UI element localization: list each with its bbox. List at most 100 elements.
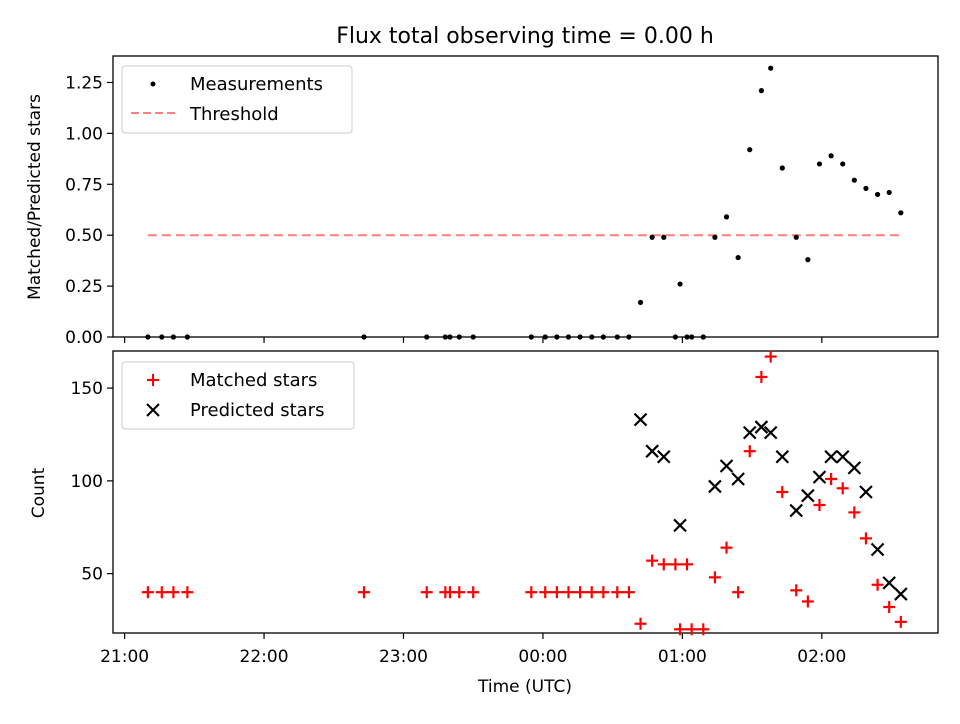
bottom-x-ticks: 21:00 22:00 23:00 00:00 01:00 02:00 — [100, 633, 846, 667]
matched-star-point — [646, 554, 659, 567]
bottom-legend-box — [121, 361, 355, 430]
matched-star-point — [801, 595, 814, 608]
top-y-tick-label: 0.75 — [65, 175, 103, 195]
matched-star-point — [825, 473, 838, 486]
top-y-ticks: 0.00 0.25 0.50 0.75 1.00 1.25 — [65, 73, 113, 348]
predicted-star-point — [801, 488, 815, 503]
predicted-star-point — [859, 485, 873, 499]
predicted-star-point — [633, 412, 648, 427]
top-y-tick-label: 1.25 — [65, 73, 103, 93]
bottom-x-tick-label: 02:00 — [797, 647, 846, 667]
predicted-star-point — [824, 449, 838, 464]
bottom-y-tick-label: 100 — [71, 472, 103, 492]
measurement-point — [747, 147, 753, 153]
matched-legend-marker — [147, 374, 159, 386]
predicted-star-point — [742, 425, 757, 440]
measurement-point — [424, 334, 430, 340]
bottom-x-tick-label: 00:00 — [518, 647, 567, 667]
predicted-star-point — [754, 420, 769, 434]
measurement-point — [577, 334, 583, 340]
predicted-legend-marker — [146, 403, 160, 417]
bottom-y-axis-label: Count — [29, 467, 49, 518]
bottom-y-ticks: 50 100 150 — [71, 379, 113, 585]
matched-star-point — [790, 584, 803, 597]
measurement-point — [758, 88, 764, 94]
measurement-point — [828, 153, 834, 159]
top-y-tick-label: 0.00 — [65, 328, 103, 348]
measurement-point — [456, 334, 462, 340]
matched-star-point — [669, 558, 682, 571]
matched-star-point — [539, 586, 552, 599]
matched-star-point — [574, 586, 587, 599]
measurement-point — [470, 334, 476, 340]
measurement-point — [184, 334, 190, 340]
measurement-point — [840, 161, 846, 167]
matched-star-point — [894, 615, 907, 628]
measurement-point — [851, 177, 857, 183]
measurement-point — [700, 334, 706, 340]
bottom-plot-marks — [141, 350, 908, 636]
bottom-x-tick-label: 01:00 — [658, 647, 707, 667]
measurement-point — [554, 334, 560, 340]
measurement-point — [805, 257, 811, 263]
matched-star-point — [634, 617, 647, 630]
measurement-point — [170, 334, 177, 340]
bottom-x-tick-label: 23:00 — [379, 647, 428, 667]
top-y-axis-label: Matched/Predicted stars — [25, 94, 45, 300]
matched-star-point — [708, 571, 721, 584]
matched-star-point — [836, 482, 849, 495]
measurement-point — [600, 334, 606, 340]
measurement-point — [672, 334, 678, 340]
measurement-point — [589, 334, 595, 340]
matched-star-point — [525, 586, 538, 599]
predicted-star-point — [812, 470, 827, 484]
top-x-ticks — [124, 337, 823, 343]
matched-star-point — [357, 586, 370, 599]
measurement-point — [684, 334, 690, 340]
matched-star-point — [697, 623, 710, 636]
measurement-point — [677, 281, 683, 287]
matched-star-point — [611, 586, 624, 599]
predicted-star-point — [673, 518, 687, 533]
measurement-point — [637, 299, 644, 305]
matched-star-point — [155, 586, 168, 599]
matched-star-point — [585, 586, 598, 599]
matched-star-point — [720, 541, 733, 554]
bottom-y-tick-label: 150 — [71, 379, 103, 399]
legend-label-predicted: Predicted stars — [190, 400, 324, 421]
matched-star-point — [871, 578, 884, 591]
measurement-point — [542, 334, 548, 340]
measurement-point — [361, 334, 367, 340]
matched-star-point — [755, 370, 768, 383]
matched-star-point — [597, 586, 610, 599]
measurement-point — [816, 161, 823, 167]
predicted-star-point — [719, 459, 734, 473]
bottom-x-tick-label: 22:00 — [240, 647, 289, 667]
predicted-star-point — [847, 461, 862, 475]
matched-star-point — [732, 586, 745, 599]
measurement-point — [159, 334, 165, 340]
matched-star-point — [467, 586, 480, 599]
measurement-point — [649, 234, 655, 240]
measurement-point — [712, 234, 718, 240]
predicted-star-point — [882, 576, 896, 590]
matched-star-point — [622, 586, 635, 599]
matched-star-point — [776, 486, 789, 498]
matched-star-point — [550, 586, 563, 599]
legend-label-threshold: Threshold — [189, 104, 279, 125]
measurement-point — [689, 334, 695, 340]
top-panel: 0.00 0.25 0.50 0.75 1.00 1.25 Matched/Predict… — [25, 55, 939, 348]
matched-star-point — [813, 498, 826, 511]
bottom-legend: Matched stars Predicted stars — [121, 361, 355, 430]
chart-title: Flux total observing time = 0.00 h — [336, 24, 714, 49]
predicted-star-point — [763, 425, 778, 440]
matched-star-point — [743, 445, 756, 458]
predicted-star-point — [894, 587, 908, 601]
matched-star-point — [848, 506, 861, 519]
measurement-point — [528, 334, 534, 340]
matched-star-point — [181, 586, 194, 599]
top-legend: Measurements Threshold — [121, 65, 353, 134]
top-y-tick-label: 0.50 — [65, 226, 103, 246]
